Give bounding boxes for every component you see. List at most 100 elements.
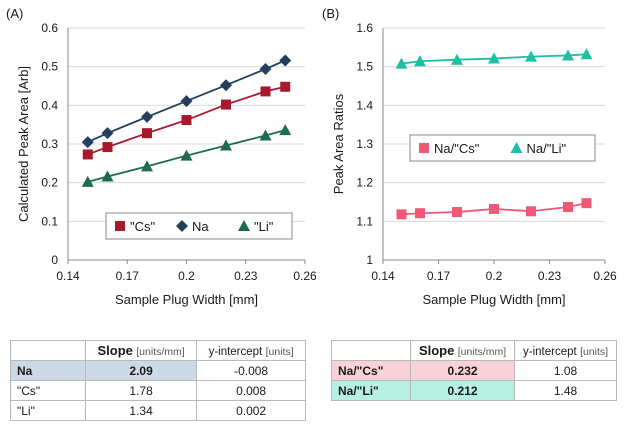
- legend-box: [409, 134, 596, 162]
- data-point: [581, 198, 592, 209]
- x-tick-label: 0.26: [293, 269, 317, 283]
- data-point: [563, 202, 573, 213]
- y-tick-label: 1.3: [356, 137, 373, 151]
- table-corner-cell: [10, 340, 86, 361]
- intercept-header-label: y-intercept: [208, 345, 263, 358]
- table-row: Na/"Cs" 0.232 1.08: [331, 360, 617, 381]
- slope-header-label: Slope: [418, 343, 455, 358]
- data-point: [81, 136, 94, 149]
- x-tick-label: 0.2: [178, 269, 195, 283]
- row-label: Na: [10, 360, 86, 381]
- data-point: [181, 115, 192, 126]
- legend-label: Na: [192, 219, 209, 234]
- y-tick-label: 1.1: [356, 214, 373, 228]
- intercept-header: y-intercept [units]: [196, 340, 306, 361]
- x-tick-label: 0.2: [486, 269, 503, 283]
- y-tick-label: 0.3: [41, 137, 58, 151]
- legend-label: "Li": [254, 219, 274, 234]
- data-point: [525, 50, 537, 62]
- y-tick-label: 0: [51, 253, 58, 267]
- y-tick-label: 0.6: [41, 21, 58, 35]
- data-point: [562, 49, 574, 61]
- x-tick-label: 0.26: [593, 269, 617, 283]
- table-header-row: Slope [units/mm] y-intercept [units]: [10, 340, 306, 361]
- y-tick-label: 1.6: [356, 21, 373, 35]
- intercept-value: 1.08: [514, 360, 617, 381]
- legend-box: [105, 212, 293, 240]
- data-point: [141, 160, 153, 172]
- panel-label: (B): [322, 6, 339, 21]
- slope-value: 2.09: [84, 360, 198, 381]
- x-tick-label: 0.17: [427, 269, 451, 283]
- data-point: [141, 110, 153, 123]
- intercept-header-units: [units]: [580, 345, 609, 358]
- y-tick-label: 1.4: [356, 98, 373, 112]
- row-label: Na/"Li": [331, 380, 411, 401]
- data-point: [488, 52, 500, 64]
- data-point: [415, 208, 425, 219]
- y-tick-label: 1: [366, 253, 373, 267]
- data-point: [220, 139, 232, 151]
- legend-marker: [238, 220, 250, 231]
- intercept-header: y-intercept [units]: [514, 340, 617, 361]
- data-point: [279, 124, 292, 136]
- table-header-row: Slope [units/mm] y-intercept [units]: [331, 340, 617, 361]
- slope-value: 1.78: [84, 380, 198, 401]
- legend-marker: [510, 142, 523, 153]
- data-point: [396, 209, 407, 220]
- legend-label: Na/"Li": [527, 141, 567, 156]
- data-point: [259, 62, 272, 75]
- legend-marker: [419, 143, 429, 153]
- data-point: [395, 57, 408, 69]
- data-point: [526, 206, 536, 217]
- data-point: [142, 128, 152, 139]
- table-row: Na 2.09 -0.008: [10, 360, 306, 381]
- panel-label: (A): [6, 6, 23, 21]
- table-row: Na/"Li" 0.212 1.48: [331, 380, 617, 401]
- x-axis-title: Sample Plug Width [mm]: [115, 292, 258, 307]
- data-point: [180, 149, 193, 161]
- data-point: [280, 81, 291, 92]
- data-point: [220, 79, 232, 92]
- x-tick-label: 0.17: [116, 269, 140, 283]
- row-label: "Cs": [10, 380, 86, 401]
- intercept-value: -0.008: [196, 360, 306, 381]
- slope-header: Slope [units/mm]: [409, 340, 516, 361]
- intercept-header-label: y-intercept: [523, 345, 577, 358]
- x-tick-label: 0.23: [538, 269, 562, 283]
- data-point: [101, 170, 114, 182]
- x-tick-label: 0.14: [56, 269, 80, 283]
- data-point: [260, 86, 271, 97]
- slope-value: 1.34: [84, 400, 198, 421]
- data-point: [279, 54, 292, 67]
- y-tick-label: 0.2: [41, 176, 58, 190]
- y-tick-label: 0.1: [41, 214, 58, 228]
- data-point: [489, 203, 499, 214]
- y-tick-label: 1.2: [356, 176, 373, 190]
- slope-header-units: [units/mm]: [136, 346, 185, 358]
- slope-header: Slope [units/mm]: [84, 340, 198, 361]
- y-axis-title: Calculated Peak Area [Arb]: [16, 66, 31, 222]
- slope-value: 0.232: [409, 360, 516, 381]
- table-corner-cell: [331, 340, 411, 361]
- data-point: [451, 53, 463, 65]
- data-point: [259, 129, 272, 141]
- data-point: [221, 99, 231, 110]
- data-point: [82, 149, 93, 160]
- data-point: [102, 142, 113, 153]
- row-label: Na/"Cs": [331, 360, 411, 381]
- data-point: [580, 48, 593, 60]
- intercept-value: 0.008: [196, 380, 306, 401]
- intercept-value: 0.002: [196, 400, 306, 421]
- y-axis-title: Peak Area Ratios: [331, 93, 346, 194]
- legend-marker: [115, 221, 125, 231]
- y-tick-label: 1.5: [356, 60, 373, 74]
- y-tick-label: 0.4: [41, 98, 58, 112]
- table-row: "Cs" 1.78 0.008: [10, 380, 306, 401]
- slope-value: 0.212: [409, 380, 516, 401]
- data-point: [81, 175, 94, 187]
- data-point: [180, 95, 193, 108]
- data-point: [101, 127, 114, 140]
- intercept-value: 1.48: [514, 380, 617, 401]
- y-tick-label: 0.5: [41, 60, 58, 74]
